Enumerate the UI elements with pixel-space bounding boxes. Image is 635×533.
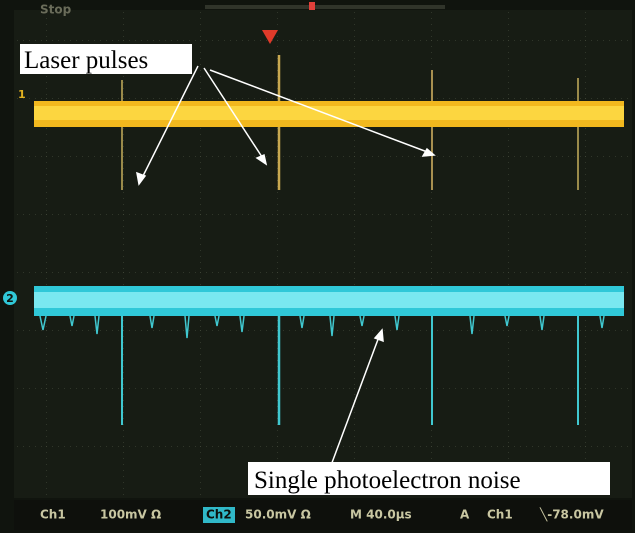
graticule	[14, 10, 632, 498]
oscilloscope-photo: Stop 1 2 Laser pulses Single photoelectr…	[0, 0, 635, 533]
channel-marker: 1	[18, 88, 26, 101]
annotation: Single photoelectron noise	[254, 467, 521, 494]
status-text: 50.0mV Ω	[245, 508, 311, 522]
channel-marker: 2	[6, 292, 14, 305]
status-text: Stop	[40, 3, 72, 17]
status-text: Ch1	[487, 508, 513, 522]
ch1-core	[34, 106, 624, 120]
status-text: Ch2	[206, 508, 232, 522]
page: {"screen": {"status": "Stop", "channel_m…	[0, 0, 635, 533]
status-text: ╲-78.0mV	[539, 507, 604, 522]
status-text: Ch1	[40, 508, 66, 522]
status-text: M 40.0µs	[350, 508, 412, 522]
annotation: Laser pulses	[24, 47, 148, 74]
status-text: A	[460, 508, 470, 522]
record-bar	[205, 5, 445, 9]
status-text: 100mV Ω	[100, 508, 161, 522]
trigger-position-marker	[309, 2, 315, 10]
ch2-core	[34, 292, 624, 308]
